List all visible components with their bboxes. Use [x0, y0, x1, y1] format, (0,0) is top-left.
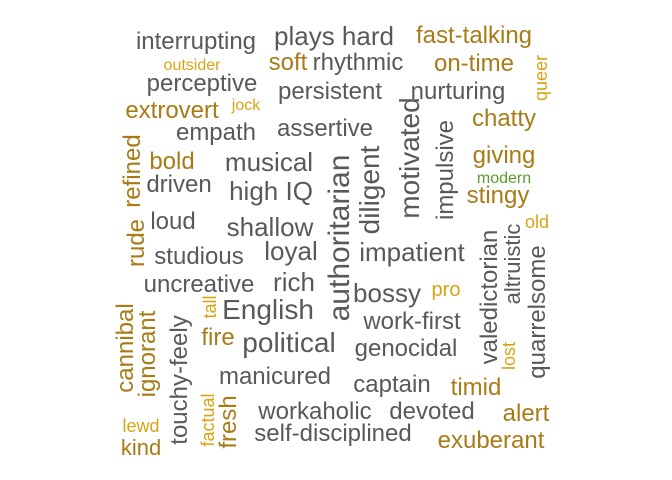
word-queer: queer — [531, 54, 551, 102]
word-motivated: motivated — [394, 97, 425, 219]
word-timid: timid — [450, 374, 502, 401]
word-loyal: loyal — [264, 236, 318, 266]
word-diligent: diligent — [354, 145, 385, 235]
word-impatient: impatient — [359, 237, 465, 267]
word-political: political — [242, 327, 336, 358]
word-rhythmic: rhythmic — [312, 49, 404, 76]
word-plays-hard: plays hard — [274, 21, 394, 51]
word-driven: driven — [146, 171, 212, 198]
word-self-disciplined: self-disciplined — [254, 420, 412, 447]
word-musical: musical — [224, 147, 314, 177]
word-bold: bold — [149, 148, 195, 175]
word-persistent: persistent — [277, 78, 383, 105]
word-captain: captain — [353, 371, 431, 398]
word-workaholic: workaholic — [258, 398, 372, 425]
word-exuberant: exuberant — [437, 427, 545, 454]
word-fresh: fresh — [215, 395, 242, 449]
word-manicured: manicured — [218, 363, 332, 390]
word-old: old — [524, 212, 550, 232]
word-empath: empath — [175, 119, 257, 146]
word-rude: rude — [123, 218, 150, 268]
word-quarrelsome: quarrelsome — [524, 245, 551, 379]
word-perceptive: perceptive — [146, 70, 258, 97]
word-loud: loud — [150, 208, 196, 235]
word-lost: lost — [499, 341, 519, 371]
word-english: English — [222, 294, 314, 325]
word-soft: soft — [268, 49, 308, 76]
word-on-time: on-time — [433, 50, 515, 77]
word-genocidal: genocidal — [354, 335, 458, 362]
word-outsider: outsider — [163, 57, 221, 74]
word-uncreative: uncreative — [143, 271, 255, 298]
word-shallow: shallow — [226, 212, 314, 242]
word-devoted: devoted — [389, 398, 475, 425]
word-extrovert: extrovert — [125, 97, 219, 124]
word-chatty: chatty — [471, 105, 537, 132]
word-assertive: assertive — [276, 115, 374, 142]
word-rich: rich — [273, 267, 315, 297]
word-refined: refined — [119, 134, 146, 208]
word-impulsive: impulsive — [432, 119, 459, 221]
word-jock: jock — [231, 97, 261, 114]
word-ignorant: ignorant — [134, 310, 161, 398]
word-alert: alert — [502, 400, 550, 427]
word-high-iq: high IQ — [229, 176, 313, 206]
word-fire: fire — [201, 324, 235, 351]
word-altruistic: altruistic — [500, 223, 525, 305]
word-lewd: lewd — [122, 416, 160, 436]
word-nurturing: nurturing — [410, 78, 506, 105]
word-modern: modern — [476, 170, 532, 187]
word-interrupting: interrupting — [135, 28, 257, 55]
word-stingy: stingy — [466, 182, 530, 209]
word-studious: studious — [154, 243, 244, 270]
word-giving: giving — [472, 142, 536, 169]
word-kind: kind — [120, 435, 162, 460]
word-fast-talking: fast-talking — [415, 22, 533, 49]
word-touchy-feely: touchy-feely — [166, 315, 193, 445]
word-bossy: bossy — [353, 278, 421, 308]
word-tall: tall — [200, 295, 220, 319]
word-authoritarian: authoritarian — [323, 154, 356, 322]
word-work-first: work-first — [363, 308, 461, 335]
word-pro: pro — [431, 279, 461, 301]
